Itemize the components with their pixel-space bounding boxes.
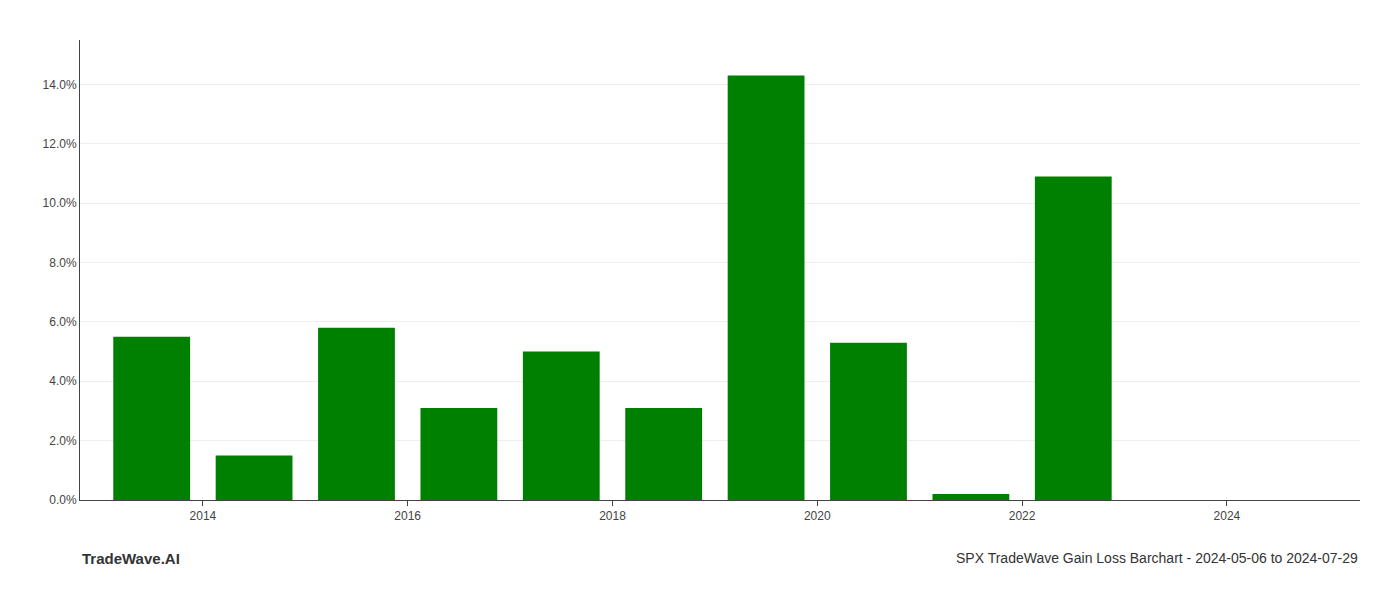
svg-text:2016: 2016 (394, 509, 421, 523)
svg-text:2018: 2018 (599, 509, 626, 523)
svg-text:0.0%: 0.0% (49, 493, 77, 507)
svg-text:2014: 2014 (190, 509, 217, 523)
svg-text:TradeWave.AI: TradeWave.AI (82, 550, 180, 567)
svg-text:2022: 2022 (1009, 509, 1036, 523)
svg-text:8.0%: 8.0% (49, 256, 77, 270)
svg-text:2.0%: 2.0% (49, 434, 77, 448)
svg-text:12.0%: 12.0% (43, 137, 77, 151)
svg-text:2024: 2024 (1214, 509, 1241, 523)
svg-text:2020: 2020 (804, 509, 831, 523)
svg-text:10.0%: 10.0% (43, 196, 77, 210)
svg-text:4.0%: 4.0% (49, 374, 77, 388)
svg-text:14.0%: 14.0% (43, 78, 77, 92)
svg-text:6.0%: 6.0% (49, 315, 77, 329)
svg-text:SPX TradeWave Gain Loss Barcha: SPX TradeWave Gain Loss Barchart - 2024-… (956, 550, 1358, 566)
